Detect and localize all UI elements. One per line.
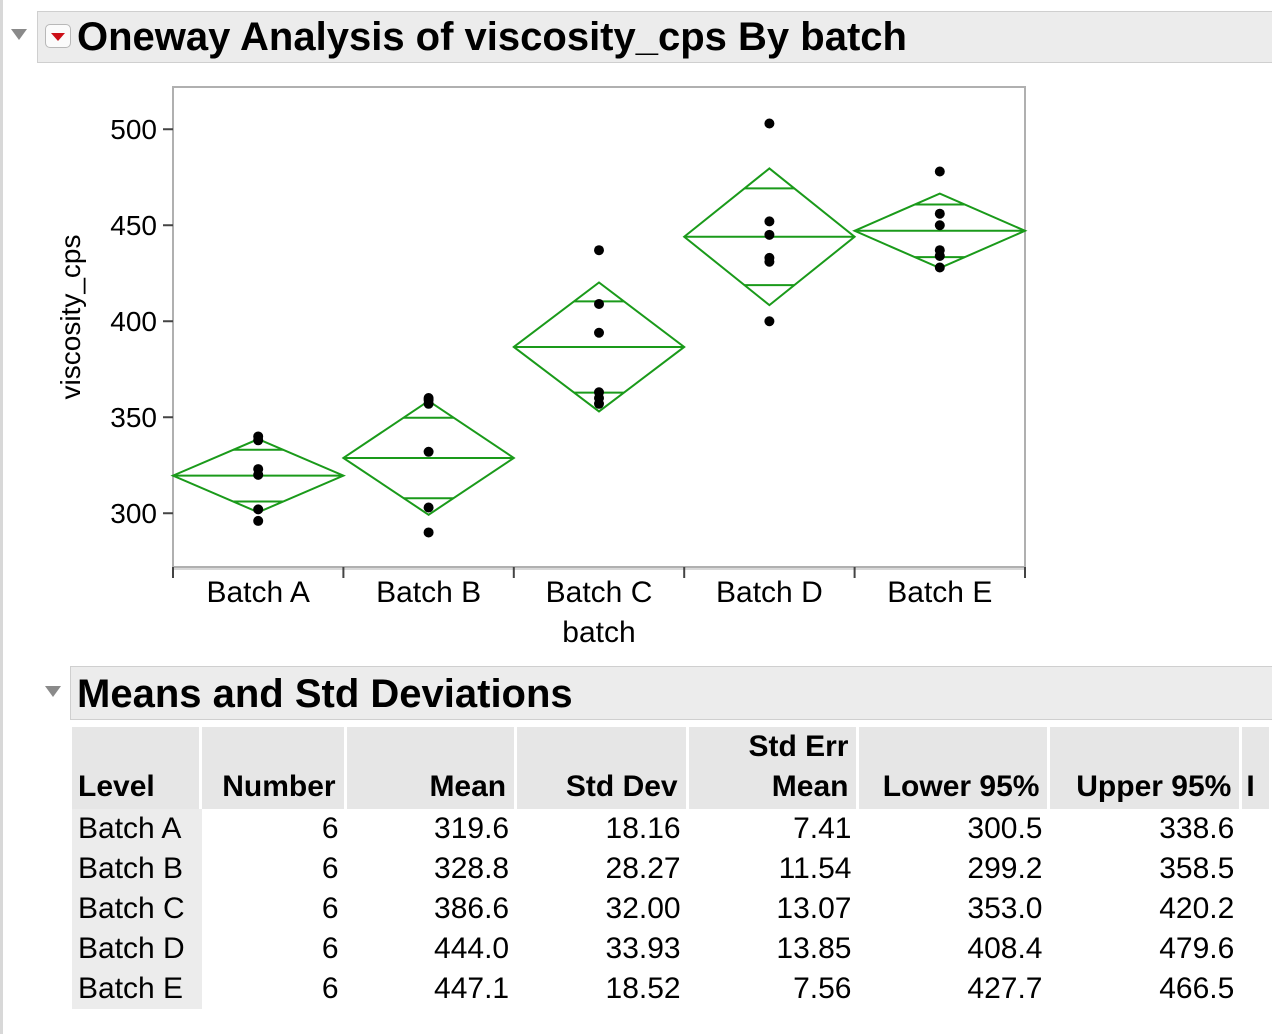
cell-level: Batch E [72,969,203,1009]
means-collapse-triangle-icon[interactable] [45,686,61,697]
header-lower-95: Lower 95% [859,727,1051,809]
table-row: Batch B 6 328.8 28.27 11.54 299.2 358.5 [72,849,1272,889]
cell-number: 6 [321,972,339,1005]
cell-lower-95: 353.0 [967,892,1043,925]
data-point [594,298,604,309]
cell-empty [1242,809,1272,849]
data-point [934,220,945,231]
cell-mean: 444.0 [434,932,510,965]
window-edge [0,0,3,1034]
data-point [423,502,434,513]
cell-upper-95: 338.6 [1159,812,1235,845]
cell-upper-95: 358.5 [1159,852,1235,885]
data-point [764,229,775,240]
cell-std-dev: 18.16 [605,812,681,845]
cell-std-dev: 32.00 [605,892,681,925]
report-title: Oneway Analysis of viscosity_cps By batc… [77,15,907,59]
data-point [934,166,945,177]
cell-lower-95: 427.7 [967,972,1043,1005]
means-table: Level Number Mean Std Dev Std Err Mean Lo… [72,727,1272,1009]
y-tick-label: 450 [110,210,157,241]
cell-mean: 386.6 [434,892,510,925]
cell-upper-95: 420.2 [1159,892,1235,925]
cell-std-err: 7.41 [793,812,852,845]
data-point [764,252,775,263]
cell-level: Batch A [72,809,203,849]
cell-empty [1242,929,1272,969]
header-std-err-mean: Std Err Mean [688,727,860,809]
x-tick-label: Batch D [716,576,823,609]
data-point [764,118,775,129]
cell-std-dev: 33.93 [605,932,681,965]
y-tick-label: 350 [110,402,157,433]
cell-empty [1242,969,1272,1009]
data-point [594,327,604,338]
red-triangle-menu-icon[interactable] [45,24,71,48]
y-tick-label: 500 [110,114,157,145]
report-header [37,11,1272,63]
cell-lower-95: 408.4 [967,932,1043,965]
cell-number: 6 [321,892,339,925]
cell-mean: 447.1 [434,972,510,1005]
cell-lower-95: 300.5 [967,812,1043,845]
cell-number: 6 [321,812,339,845]
means-section-header [70,666,1272,720]
data-point [934,262,945,273]
cell-lower-95: 299.2 [967,852,1043,885]
cell-std-err: 7.56 [793,972,852,1005]
x-tick-label: Batch E [887,576,992,609]
cell-upper-95: 466.5 [1159,972,1235,1005]
y-tick-label: 300 [110,498,157,529]
oneway-plot: 300 350 400 450 500 Batch A Batch B Batch C Batc… [55,86,1028,649]
cell-level: Batch D [72,929,203,969]
x-tick-label: Batch B [376,576,481,609]
cell-upper-95: 479.6 [1159,932,1235,965]
data-point [253,515,264,526]
cell-std-dev: 18.52 [605,972,681,1005]
cell-std-err: 13.85 [776,932,852,965]
y-tick-label: 400 [110,306,157,337]
x-tick-label: Batch C [546,576,653,609]
data-point [253,504,264,515]
cell-mean: 328.8 [434,852,510,885]
header-level: Level [72,727,203,809]
data-point [253,464,264,475]
table-row: Batch A 6 319.6 18.16 7.41 300.5 338.6 [72,809,1272,849]
x-tick-label: Batch A [206,576,309,609]
data-point [594,387,604,398]
table-header-row: Level Number Mean Std Dev Std Err Mean Lo… [72,727,1272,809]
y-axis-title: viscosity_cps [55,235,86,400]
table-row: Batch E 6 447.1 18.52 7.56 427.7 466.5 [72,969,1272,1009]
cell-level: Batch B [72,849,203,889]
cell-number: 6 [321,852,339,885]
header-mean: Mean [346,727,518,809]
cell-std-dev: 28.27 [605,852,681,885]
data-point [934,208,945,219]
cell-level: Batch C [72,889,203,929]
header-std-dev: Std Dev [517,727,689,809]
data-point [764,316,775,327]
data-point [423,527,434,538]
header-upper-95: Upper 95% [1050,727,1243,809]
x-axis-title: batch [562,616,635,649]
data-point [253,431,264,442]
report-collapse-triangle-icon[interactable] [11,29,27,40]
header-truncated: I [1242,727,1272,809]
data-point [764,216,775,227]
means-section-title: Means and Std Deviations [77,672,573,716]
data-point [594,245,604,256]
table-row: Batch D 6 444.0 33.93 13.85 408.4 479.6 [72,929,1272,969]
cell-std-err: 11.54 [778,852,852,885]
table-row: Batch C 6 386.6 32.00 13.07 353.0 420.2 [72,889,1272,929]
cell-number: 6 [321,932,339,965]
cell-std-err: 13.07 [776,892,852,925]
cell-empty [1242,849,1272,889]
cell-mean: 319.6 [434,812,510,845]
header-number: Number [202,727,347,809]
data-point [423,393,434,404]
data-point [934,245,945,256]
data-point [423,446,434,457]
cell-empty [1242,889,1272,929]
